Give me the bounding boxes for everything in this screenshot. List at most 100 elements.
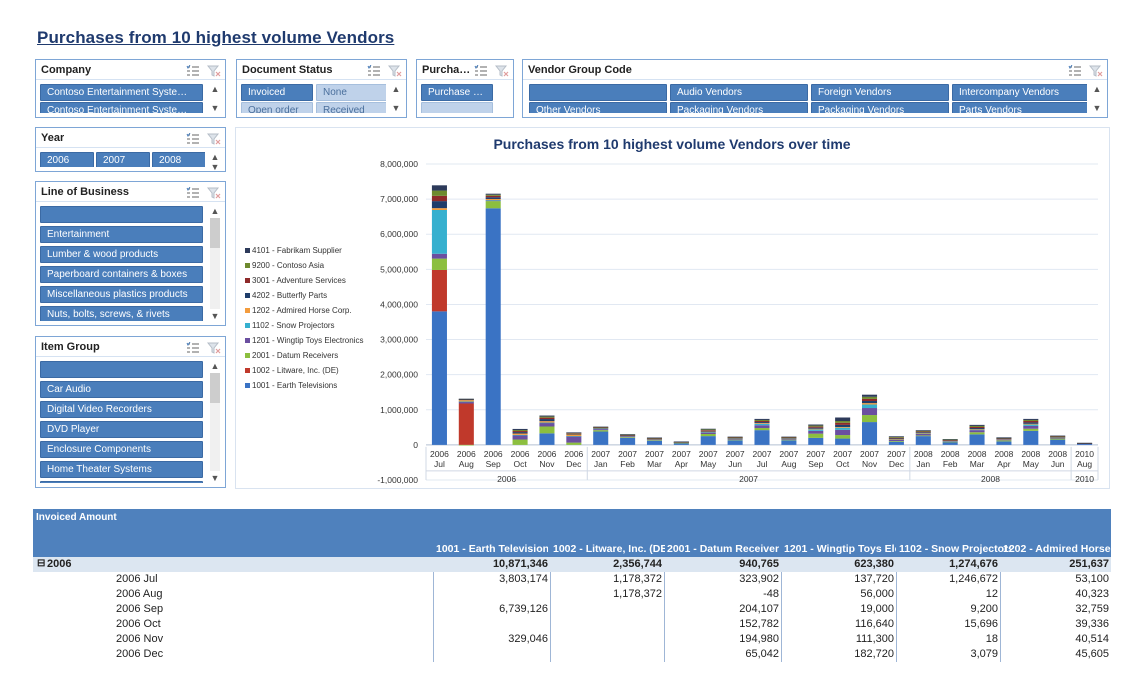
bar-segment[interactable] [1023,425,1039,429]
scroll-up-icon[interactable]: ▲ [1092,84,1102,94]
bar-segment[interactable] [593,426,609,428]
bar-segment[interactable] [700,430,716,432]
bar-segment[interactable] [512,429,528,432]
legend-entry[interactable]: 9200 - Contoso Asia [252,261,325,270]
scroll-up-icon[interactable]: ▲ [210,84,220,94]
slicer-scrollbar[interactable]: ▲ ▼ [208,84,222,113]
bar-segment[interactable] [485,200,501,201]
bar-segment[interactable] [942,440,958,442]
bar-segment[interactable] [942,441,958,442]
table-row[interactable]: 2006 Nov 329,046 194,980 111,300 18 40,514 [33,632,1111,647]
bar-segment[interactable] [781,436,797,438]
multi-select-icon[interactable] [186,186,200,198]
bar-segment[interactable] [1050,436,1066,438]
bar-segment[interactable] [727,436,743,438]
bar-segment[interactable] [1077,443,1093,445]
bar-segment[interactable] [835,424,851,427]
bar-segment[interactable] [781,440,797,445]
bar-segment[interactable] [1050,436,1066,437]
bar-segment[interactable] [566,436,582,443]
scroll-down-icon[interactable]: ▼ [1092,103,1102,113]
slicer-item[interactable] [529,84,667,101]
bar-segment[interactable] [808,430,824,434]
slicer-item[interactable]: 2008 [152,152,205,167]
column-header[interactable]: 1201 - Wingtip Toys Electronics [784,543,896,555]
clear-filter-icon[interactable] [387,64,402,77]
bar-segment[interactable] [646,437,663,439]
bar-segment[interactable] [808,425,824,427]
multi-select-icon[interactable] [1068,64,1082,76]
bar-segment[interactable] [835,421,851,423]
bar-segment[interactable] [888,439,904,440]
bar-segment[interactable] [593,427,609,429]
bar-segment[interactable] [1050,437,1066,439]
bar-segment[interactable] [942,439,958,441]
bar-segment[interactable] [915,436,931,445]
scroll-up-icon[interactable]: ▲ [210,152,220,162]
bar-segment[interactable] [539,417,555,420]
bar-segment[interactable] [727,438,743,440]
slicer-item[interactable] [40,206,203,223]
bar-segment[interactable] [512,428,528,430]
bar-segment[interactable] [996,438,1012,440]
scroll-up-icon[interactable]: ▲ [391,84,401,94]
bar-segment[interactable] [969,425,985,427]
scroll-up-icon[interactable]: ▲ [210,206,220,216]
bar-segment[interactable] [888,441,904,445]
bar-segment[interactable] [700,428,716,430]
bar-segment[interactable] [969,429,985,431]
slicer-item[interactable]: Digital Video Recorders [40,401,203,418]
bar-segment[interactable] [620,434,636,436]
slicer-scrollbar[interactable]: ▲ ▼ [208,361,222,483]
bar-segment[interactable] [915,432,931,433]
slicer-item[interactable]: Parts Vendors [952,102,1087,113]
bar-segment[interactable] [620,435,636,436]
bar-segment[interactable] [1023,423,1039,425]
bar-segment[interactable] [539,416,555,418]
bar-segment[interactable] [996,437,1012,438]
bar-segment[interactable] [727,438,743,439]
table-row[interactable]: 2006 Jul 3,803,174 1,178,372 323,902 137,720… [33,572,1111,587]
bar-segment[interactable] [620,435,636,437]
slicer-item[interactable]: Car Audio [40,381,203,398]
bar-segment[interactable] [458,401,474,404]
bar-segment[interactable] [808,426,824,428]
scroll-down-icon[interactable]: ▼ [210,473,220,483]
bar-segment[interactable] [835,435,851,439]
scroll-track[interactable] [210,373,220,471]
bar-segment[interactable] [566,442,582,445]
legend-entry[interactable]: 1102 - Snow Projectors [252,321,335,330]
bar-segment[interactable] [915,433,931,435]
legend-entry[interactable]: 4101 - Fabrikam Supplier [252,246,342,255]
bar-segment[interactable] [700,434,716,437]
bar-segment[interactable] [835,426,851,428]
clear-filter-icon[interactable] [206,186,221,199]
bar-segment[interactable] [915,435,931,437]
bar-segment[interactable] [888,439,904,442]
legend-entry[interactable]: 1202 - Admired Horse Corp. [252,306,352,315]
bar-segment[interactable] [915,432,931,434]
bar-segment[interactable] [915,430,931,432]
bar-segment[interactable] [835,429,851,436]
bar-segment[interactable] [512,433,528,435]
bar-segment[interactable] [1023,430,1039,445]
bar-segment[interactable] [646,438,663,439]
slicer-item[interactable]: Nuts, bolts, screws, & rivets [40,306,203,321]
bar-segment[interactable] [942,442,958,445]
multi-select-icon[interactable] [186,64,200,76]
multi-select-icon[interactable] [367,64,381,76]
bar-segment[interactable] [969,424,985,426]
bar-segment[interactable] [754,423,770,426]
clear-filter-icon[interactable] [494,64,509,77]
bar-segment[interactable] [485,193,501,195]
bar-segment[interactable] [539,433,555,445]
slicer-item[interactable]: Infrared Receivers & Tr… [40,481,203,483]
collapse-toggle-icon[interactable]: ⊟ [37,558,46,569]
bar-segment[interactable] [512,439,528,445]
bar-segment[interactable] [593,430,609,432]
bar-segment[interactable] [808,428,824,430]
bar-segment[interactable] [861,404,878,409]
bar-segment[interactable] [861,403,878,405]
bar-segment[interactable] [888,436,904,437]
bar-segment[interactable] [754,419,770,422]
